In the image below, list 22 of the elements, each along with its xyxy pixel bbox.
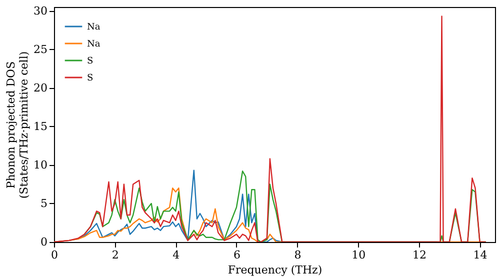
y-tick-label: 0 xyxy=(40,236,48,248)
x-tick-label: 4 xyxy=(172,248,180,262)
y-tick-label: 10 xyxy=(34,158,48,172)
x-tick-label: 14 xyxy=(473,248,488,262)
y-axis-title: Phonon projected DOS (States/THz·primitive cell) xyxy=(4,51,31,199)
x-tick-label: 8 xyxy=(294,248,302,262)
x-tick-label: 0 xyxy=(51,248,58,262)
legend-label: S xyxy=(87,74,94,84)
legend-label: Na xyxy=(87,40,101,50)
y-tick-label: 20 xyxy=(34,81,48,94)
x-tick-label: 12 xyxy=(412,248,426,262)
x-tick-label: 2 xyxy=(112,248,119,262)
x-tick-label: 6 xyxy=(233,248,240,262)
legend-label: S xyxy=(87,56,94,66)
line-series xyxy=(54,16,486,242)
y-tick-label: 15 xyxy=(34,120,48,133)
legend-label: Na xyxy=(87,22,101,32)
x-axis-title: Frequency (THz) xyxy=(228,264,322,276)
x-tick-label: 10 xyxy=(352,248,366,262)
y-tick-label: 25 xyxy=(34,42,48,56)
y-tick-label: 5 xyxy=(40,196,48,210)
y-tick-label: 30 xyxy=(34,4,48,18)
